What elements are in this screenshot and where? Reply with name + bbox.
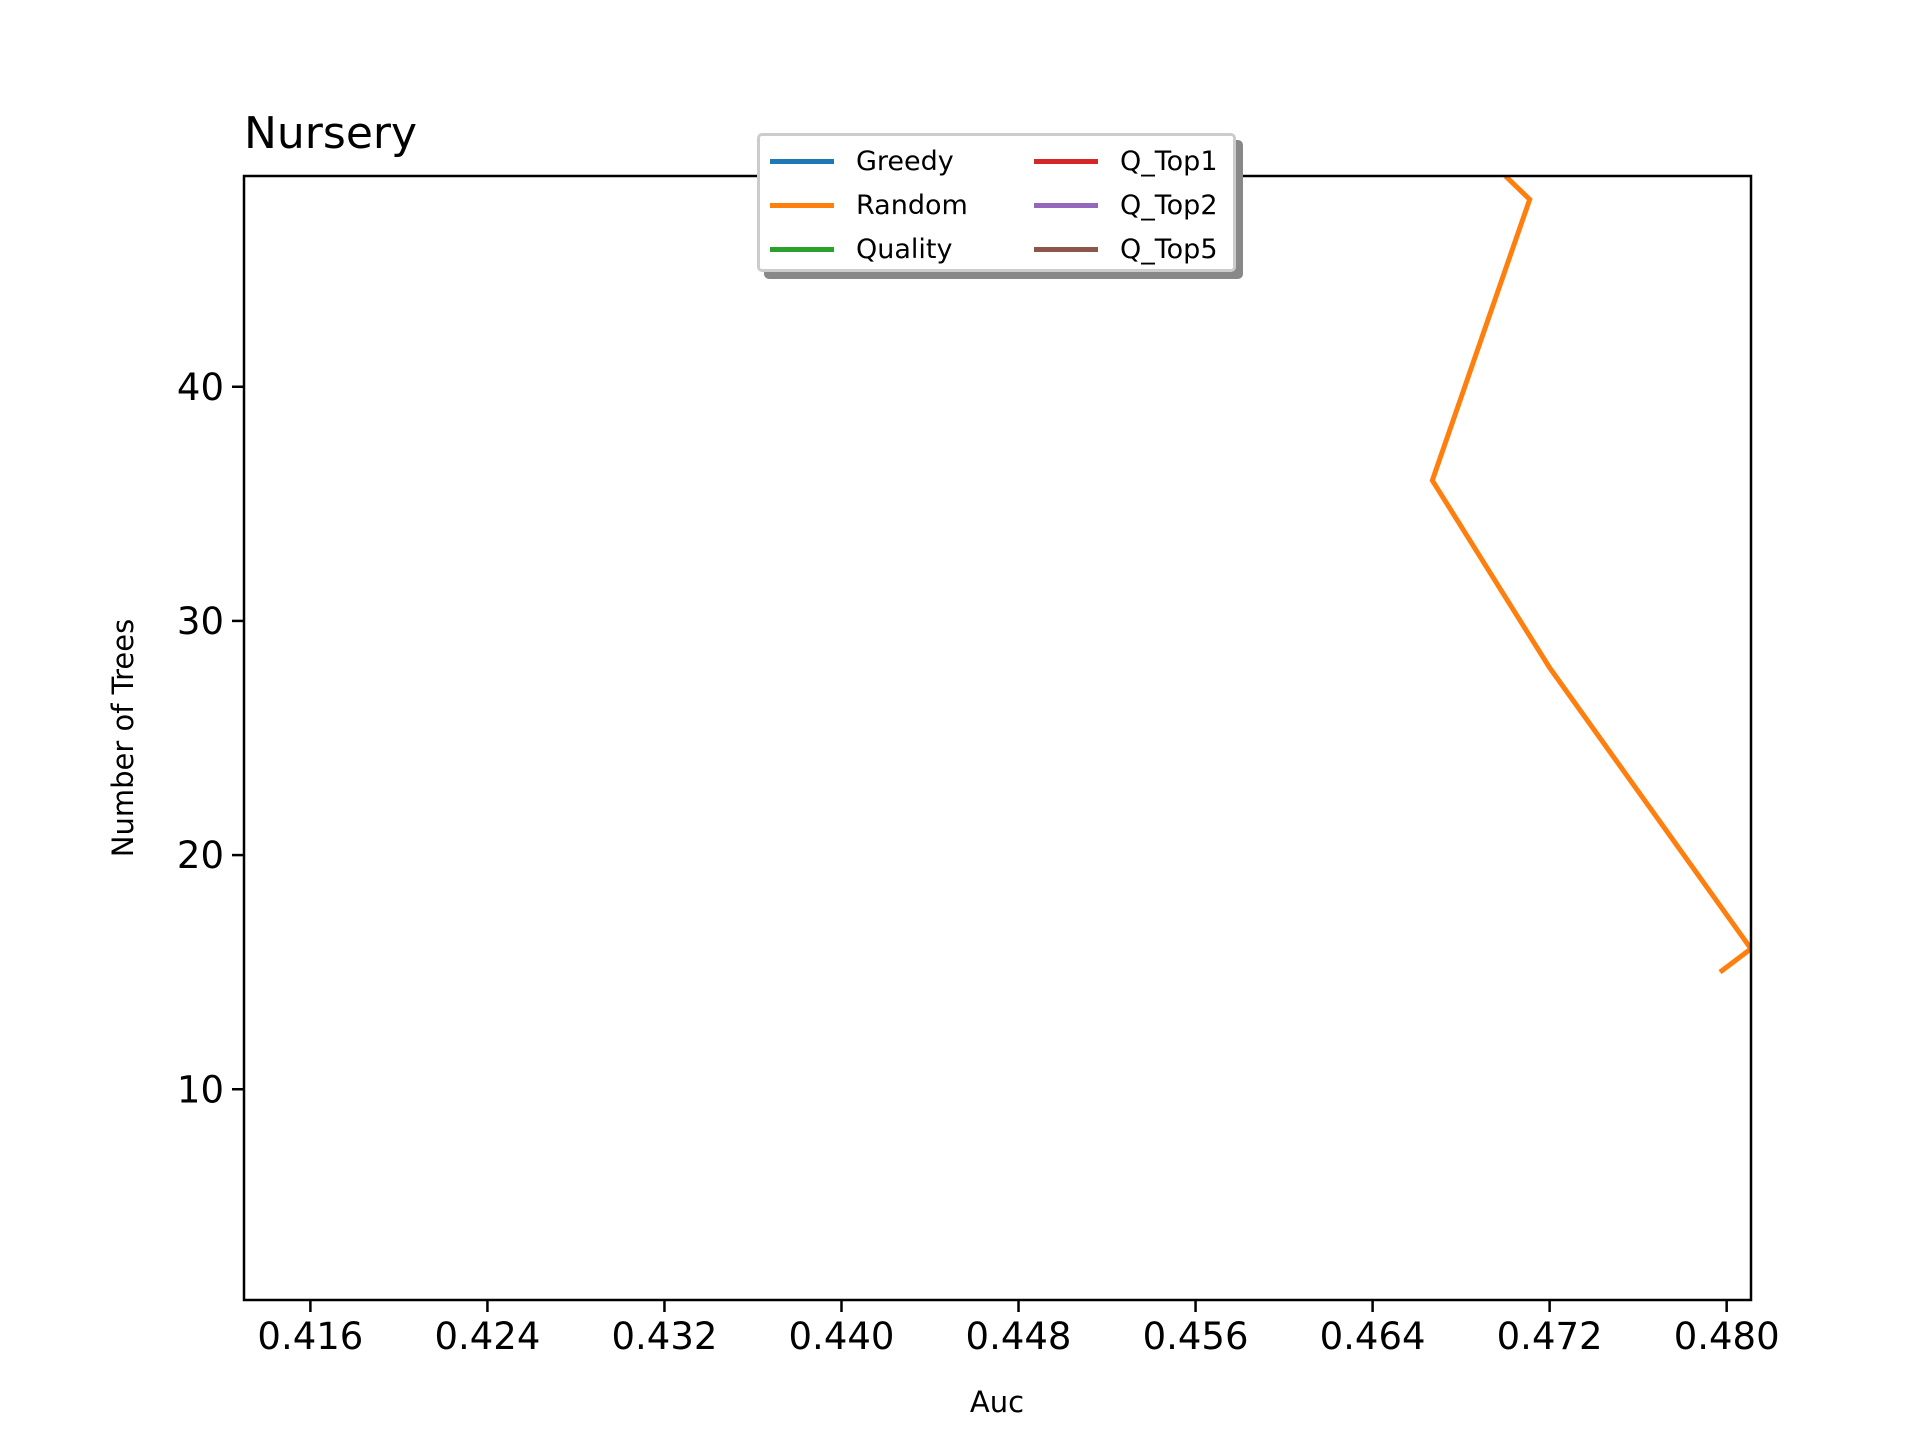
legend-label-q-top2: Q_Top2 — [1120, 189, 1218, 221]
legend: Greedy Random Quality Q_Top1 Q_Top2 Q_To… — [757, 133, 1236, 272]
x-tick-label: 0.432 — [611, 1315, 717, 1358]
legend-item-greedy: Greedy — [770, 145, 954, 177]
x-axis: 0.416 0.424 0.432 0.440 0.448 0.456 0.464 0.472… — [257, 1300, 1780, 1358]
legend-label-greedy: Greedy — [856, 145, 954, 177]
legend-item-random: Random — [770, 189, 968, 221]
axes-frame — [242, 174, 1753, 1302]
x-axis-label: Auc — [970, 1385, 1024, 1419]
plot-area — [1429, 176, 1751, 975]
y-tick-label: 40 — [177, 366, 224, 409]
y-tick-label: 10 — [177, 1068, 224, 1111]
x-tick-label: 0.440 — [789, 1315, 895, 1358]
legend-swatch-random — [770, 202, 834, 208]
legend-label-quality: Quality — [856, 233, 953, 265]
legend-label-q-top5: Q_Top5 — [1120, 233, 1218, 265]
legend-swatch-q-top2 — [1034, 202, 1098, 208]
x-tick-label: 0.416 — [257, 1315, 363, 1358]
x-tick-label: 0.424 — [434, 1315, 540, 1358]
y-axis-label: Number of Trees — [106, 619, 140, 857]
x-tick-label: 0.480 — [1674, 1315, 1780, 1358]
chart-title: Nursery — [244, 108, 417, 159]
legend-swatch-q-top1 — [1034, 158, 1098, 164]
legend-swatch-q-top5 — [1034, 246, 1098, 252]
series-line-random — [1429, 176, 1751, 975]
x-tick-label: 0.472 — [1497, 1315, 1603, 1358]
x-tick-label: 0.464 — [1320, 1315, 1426, 1358]
legend-item-q-top5: Q_Top5 — [1034, 233, 1218, 265]
y-tick-label: 30 — [177, 600, 224, 643]
y-axis: 10 20 30 40 — [177, 366, 244, 1111]
legend-swatch-greedy — [770, 158, 834, 164]
legend-label-random: Random — [856, 189, 968, 221]
legend-swatch-quality — [770, 246, 834, 252]
x-tick-label: 0.456 — [1143, 1315, 1249, 1358]
legend-label-q-top1: Q_Top1 — [1120, 145, 1218, 177]
y-tick-label: 20 — [177, 834, 224, 877]
x-tick-label: 0.448 — [966, 1315, 1072, 1358]
legend-item-q-top1: Q_Top1 — [1034, 145, 1218, 177]
legend-item-q-top2: Q_Top2 — [1034, 189, 1218, 221]
legend-item-quality: Quality — [770, 233, 953, 265]
